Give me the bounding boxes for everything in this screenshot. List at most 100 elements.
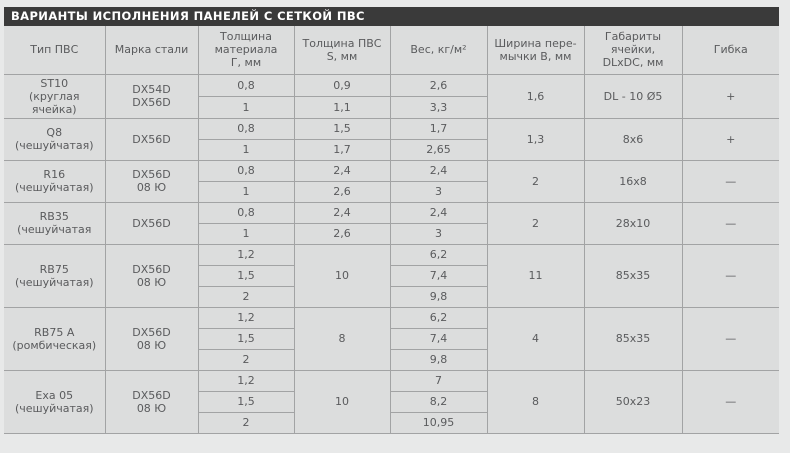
cell-steel-grade: DX56D 08 Ю [104, 243, 199, 308]
header-pvs-thickness: Толщина ПВС S, мм [293, 26, 391, 75]
cell-weight: 1,7 [389, 117, 488, 140]
cell-material-thickness: 0,8 [197, 159, 295, 182]
cell-pvs-thickness: 2,6 [293, 222, 391, 245]
cell-steel-grade: DX56D 08 Ю [104, 369, 199, 434]
cell-weight: 7,4 [389, 264, 488, 287]
cell-pvs-thickness: 2,6 [293, 180, 391, 203]
cell-material-thickness: 1,2 [197, 243, 295, 266]
table-header: Тип ПВС Марка стали Толщина материала Г,… [4, 26, 779, 75]
table-row: Exa 05 (чешуйчатая) DX56D 08 Ю 1,2 10 7 8 50x2… [4, 369, 779, 434]
header-row: Тип ПВС Марка стали Толщина материала Г,… [4, 26, 779, 75]
pvs-variants-table: Тип ПВС Марка стали Толщина материала Г,… [4, 26, 779, 434]
cell-pvs-thickness: 1,5 [293, 117, 391, 140]
cell-bending: + [681, 73, 779, 119]
cell-bridge-width: 2 [486, 201, 585, 245]
cell-dimensions: 85x35 [583, 306, 683, 371]
cell-material-thickness: 0,8 [197, 117, 295, 140]
cell-steel-grade: DX56D [104, 201, 199, 245]
cell-weight: 2,4 [389, 159, 488, 182]
cell-weight: 3,3 [389, 95, 488, 119]
header-cell-dimensions: Габариты ячейки, DLxDC, мм [583, 26, 683, 75]
cell-weight: 6,2 [389, 243, 488, 266]
cell-pvs-thickness: 8 [293, 306, 391, 371]
header-bending: Гибка [681, 26, 779, 75]
cell-steel-grade: DX56D 08 Ю [104, 159, 199, 203]
cell-bridge-width: 11 [486, 243, 585, 308]
cell-material-thickness: 1,5 [197, 390, 295, 413]
cell-weight: 7 [389, 369, 488, 392]
cell-dimensions: 50x23 [583, 369, 683, 434]
cell-weight: 2,6 [389, 73, 488, 97]
cell-pvs-thickness: 0,9 [293, 73, 391, 97]
cell-weight: 3 [389, 180, 488, 203]
cell-material-thickness: 2 [197, 285, 295, 308]
cell-material-thickness: 2 [197, 411, 295, 434]
cell-weight: 8,2 [389, 390, 488, 413]
cell-bending: — [681, 159, 779, 203]
cell-steel-grade: DX56D [104, 117, 199, 161]
cell-dimensions: DL - 10 Ø5 [583, 73, 683, 119]
cell-bridge-width: 4 [486, 306, 585, 371]
table-title-bar: ВАРИАНТЫ ИСПОЛНЕНИЯ ПАНЕЛЕЙ С СЕТКОЙ ПВС [4, 7, 779, 26]
cell-dimensions: 28x10 [583, 201, 683, 245]
cell-weight: 6,2 [389, 306, 488, 329]
table-row: Q8 (чешуйчатая) DX56D 0,8 1,5 1,7 1,3 8x6 + [4, 117, 779, 161]
table-row: RB75 A (ромбическая) DX56D 08 Ю 1,2 8 6,2 4 85… [4, 306, 779, 371]
cell-weight: 2,65 [389, 138, 488, 161]
cell-material-thickness: 0,8 [197, 73, 295, 97]
cell-weight: 7,4 [389, 327, 488, 350]
cell-type: RB35 (чешуйчатая [4, 201, 106, 245]
table-row: 1 1,1 3,3 [4, 95, 779, 119]
cell-steel-grade: DX56D 08 Ю [104, 306, 199, 371]
table-row: 2 10,95 [4, 411, 779, 434]
cell-material-thickness: 1 [197, 222, 295, 245]
table-row: 2 9,8 [4, 348, 779, 371]
cell-material-thickness: 0,8 [197, 201, 295, 224]
table-body: ST10 (круглая ячейка) DX54D DX56D 0,8 0,9 2,… [4, 73, 779, 434]
cell-dimensions: 8x6 [583, 117, 683, 161]
cell-bending: — [681, 243, 779, 308]
cell-weight: 9,8 [389, 285, 488, 308]
cell-pvs-thickness: 10 [293, 369, 391, 434]
cell-type: R16 (чешуйчатая) [4, 159, 106, 203]
table-row: 2 9,8 [4, 285, 779, 308]
cell-weight: 3 [389, 222, 488, 245]
cell-material-thickness: 2 [197, 348, 295, 371]
cell-material-thickness: 1,5 [197, 264, 295, 287]
cell-material-thickness: 1,2 [197, 369, 295, 392]
cell-bridge-width: 1,3 [486, 117, 585, 161]
cell-type: Q8 (чешуйчатая) [4, 117, 106, 161]
cell-weight: 10,95 [389, 411, 488, 434]
cell-bridge-width: 8 [486, 369, 585, 434]
cell-bending: — [681, 306, 779, 371]
header-steel-grade: Марка стали [104, 26, 199, 75]
header-type: Тип ПВС [4, 26, 106, 75]
cell-weight: 2,4 [389, 201, 488, 224]
cell-bending: — [681, 369, 779, 434]
cell-type: ST10 (круглая ячейка) [4, 73, 106, 119]
cell-steel-grade: DX54D DX56D [104, 73, 199, 119]
cell-material-thickness: 1 [197, 95, 295, 119]
cell-bridge-width: 2 [486, 159, 585, 203]
cell-bending: + [681, 117, 779, 161]
cell-bending: — [681, 201, 779, 245]
cell-pvs-thickness: 1,7 [293, 138, 391, 161]
pvs-panel-table-sheet: ВАРИАНТЫ ИСПОЛНЕНИЯ ПАНЕЛЕЙ С СЕТКОЙ ПВС… [4, 7, 779, 434]
cell-type: Exa 05 (чешуйчатая) [4, 369, 106, 434]
cell-pvs-thickness: 2,4 [293, 201, 391, 224]
header-weight: Вес, кг/м² [389, 26, 488, 75]
table-row: 1,5 7,4 [4, 327, 779, 350]
table-row: ST10 (круглая ячейка) DX54D DX56D 0,8 0,9 2,… [4, 73, 779, 119]
cell-pvs-thickness: 2,4 [293, 159, 391, 182]
cell-material-thickness: 1 [197, 180, 295, 203]
cell-pvs-thickness: 10 [293, 243, 391, 308]
cell-pvs-thickness: 1,1 [293, 95, 391, 119]
cell-material-thickness: 1,2 [197, 306, 295, 329]
cell-dimensions: 16x8 [583, 159, 683, 203]
cell-material-thickness: 1 [197, 138, 295, 161]
cell-weight: 9,8 [389, 348, 488, 371]
table-row: R16 (чешуйчатая) DX56D 08 Ю 0,8 2,4 2,4 2 16x8… [4, 159, 779, 203]
cell-bridge-width: 1,6 [486, 73, 585, 119]
cell-type: RB75 (чешуйчатая) [4, 243, 106, 308]
table-row: RB75 (чешуйчатая) DX56D 08 Ю 1,2 10 6,2 11 85x… [4, 243, 779, 308]
